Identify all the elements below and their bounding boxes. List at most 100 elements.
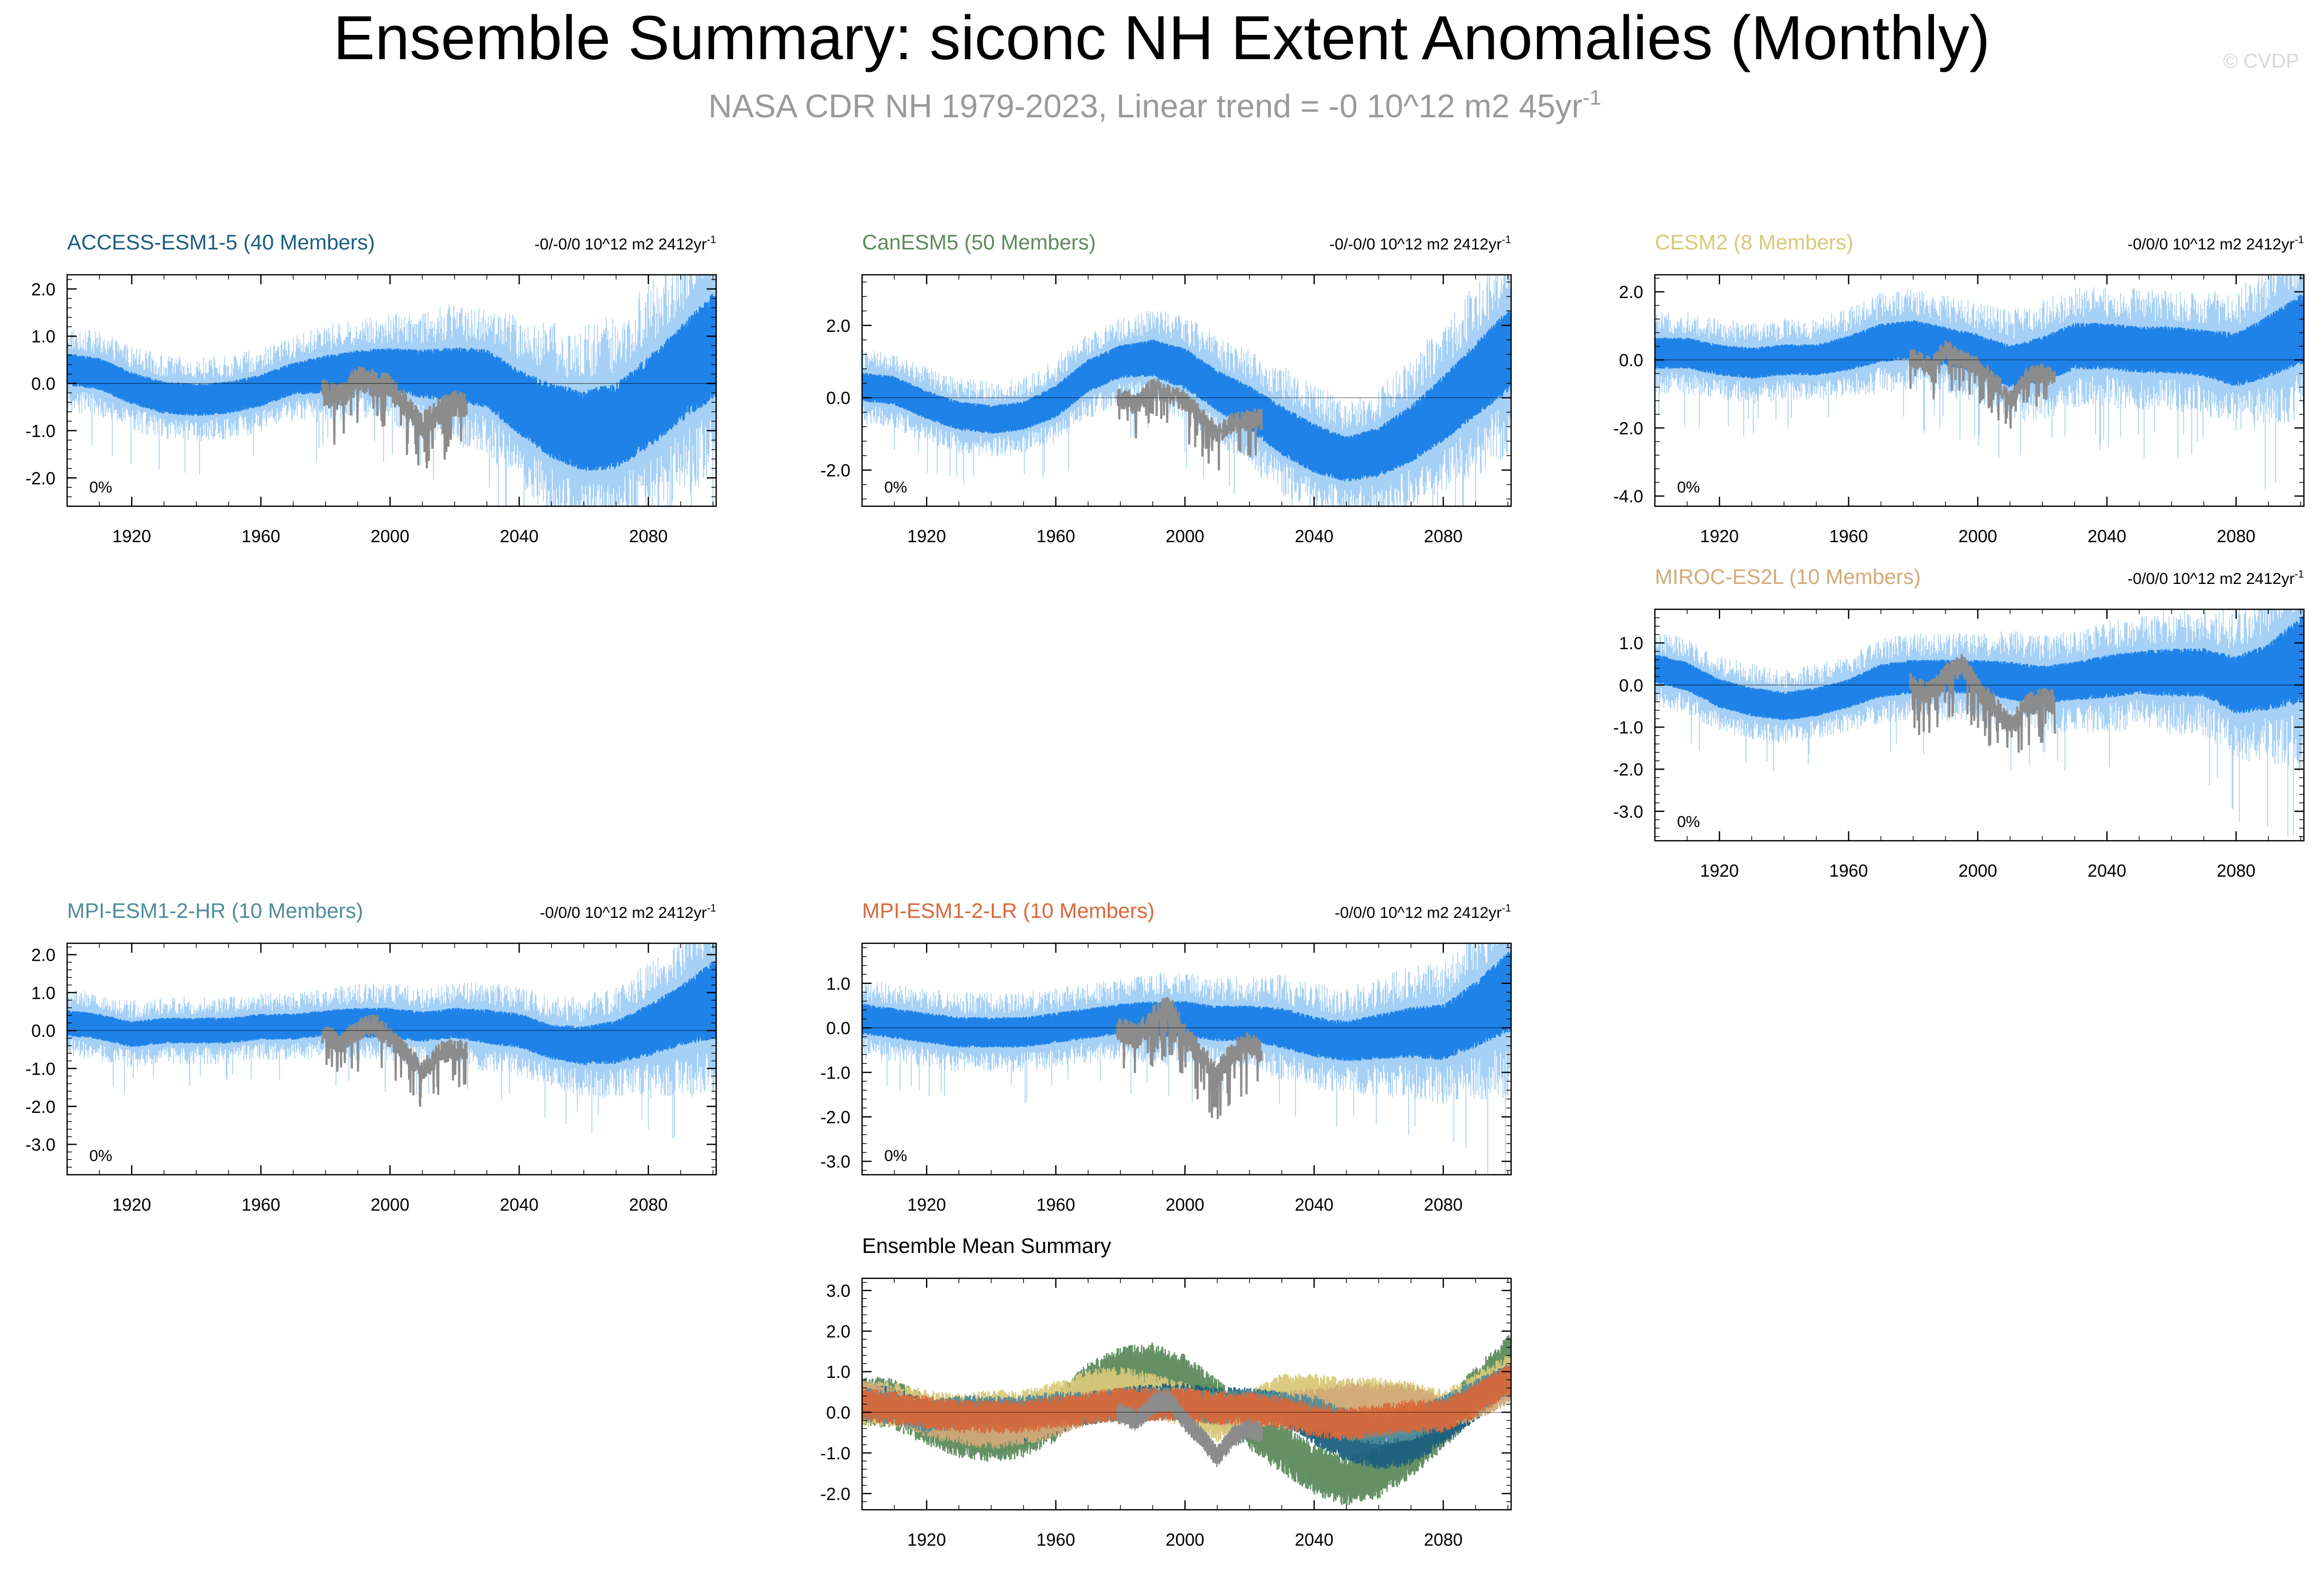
xtick-label-access: 1920 [112, 526, 151, 546]
ytick-label-miroc: -1.0 [1613, 718, 1643, 737]
xtick-label-mpi_hr: 1960 [242, 1195, 280, 1214]
ytick-label-access: -1.0 [25, 421, 55, 441]
ytick-label-mpi_hr: 2.0 [31, 945, 55, 965]
observations-mpi_hr [321, 1015, 468, 1107]
pct-label-miroc: 0% [1677, 813, 1700, 831]
ytick-label-miroc: 0.0 [1619, 675, 1643, 695]
ytick-label-summary: 1.0 [826, 1362, 850, 1382]
ytick-label-cesm: -4.0 [1613, 487, 1643, 506]
summary-series-observations [1116, 1390, 1263, 1467]
ytick-label-mpi_hr: -2.0 [25, 1097, 55, 1117]
panel-mpi_lr: MPI-ESM1-2-LR (10 Members) -0/0/0 10^12 m… [820, 899, 1512, 1214]
xtick-label-summary: 2000 [1165, 1530, 1204, 1549]
panel-access: ACCESS-ESM1-5 (40 Members) -0/-0/0 10^12 … [25, 231, 717, 546]
panel-title-summary: Ensemble Mean Summary [862, 1234, 1111, 1258]
panel-canesm: CanESM5 (50 Members) -0/-0/0 10^12 m2 241… [820, 231, 1512, 546]
ytick-label-mpi_hr: -1.0 [25, 1059, 55, 1079]
xtick-label-summary: 2040 [1295, 1530, 1334, 1549]
xtick-label-canesm: 1920 [907, 526, 946, 546]
xtick-label-canesm: 1960 [1036, 526, 1075, 546]
ytick-label-access: 2.0 [31, 280, 55, 299]
trend-label-canesm: -0/-0/0 10^12 m2 2412yr-1 [1329, 234, 1511, 253]
xtick-label-cesm: 2040 [2088, 526, 2126, 546]
xtick-label-miroc: 1920 [1700, 861, 1738, 880]
plot-area-cesm [1655, 275, 2304, 489]
panel-title-miroc: MIROC-ES2L (10 Members) [1655, 565, 1921, 589]
panel-title-cesm: CESM2 (8 Members) [1655, 231, 1854, 254]
pct-label-cesm: 0% [1677, 479, 1700, 496]
xtick-label-canesm: 2000 [1165, 526, 1204, 546]
panel-title-mpi_hr: MPI-ESM1-2-HR (10 Members) [67, 899, 363, 923]
ytick-label-mpi_hr: 1.0 [31, 983, 55, 1002]
ytick-label-cesm: 2.0 [1619, 282, 1643, 302]
xtick-label-mpi_lr: 2080 [1424, 1195, 1462, 1214]
figure-subtitle-main: NASA CDR NH 1979-2023, Linear trend = -0… [708, 88, 1582, 125]
xtick-label-mpi_hr: 2080 [629, 1195, 668, 1214]
plot-area-canesm [862, 275, 1511, 506]
trend-sup-mpi_lr: -1 [1502, 903, 1511, 914]
panel-summary: Ensemble Mean Summary 3.0 2.0 1.0 0.0 -1.0 -2.… [820, 1234, 1512, 1549]
trend-sup-access: -1 [707, 234, 716, 246]
axes-frame-mpi_lr [861, 942, 1512, 1176]
trend-label-mpi_hr: -0/0/0 10^12 m2 2412yr-1 [540, 903, 716, 922]
ytick-label-canesm: 2.0 [826, 316, 850, 336]
xtick-label-cesm: 2000 [1958, 526, 1997, 546]
panel-title-canesm: CanESM5 (50 Members) [862, 231, 1096, 254]
panel-title-access: ACCESS-ESM1-5 (40 Members) [67, 231, 375, 254]
xtick-label-miroc: 2040 [2088, 861, 2126, 880]
trend-label-miroc: -0/0/0 10^12 m2 2412yr-1 [2127, 569, 2304, 588]
ytick-label-cesm: -2.0 [1613, 419, 1643, 438]
xtick-label-miroc: 2000 [1958, 861, 1997, 880]
axes-frame-canesm [861, 274, 1512, 507]
panel-mpi_hr: MPI-ESM1-2-HR (10 Members) -0/0/0 10^12 m… [25, 899, 717, 1214]
ytick-label-summary: 3.0 [826, 1281, 850, 1300]
xtick-label-mpi_hr: 2000 [371, 1195, 409, 1214]
ytick-label-miroc: -3.0 [1613, 802, 1643, 821]
xtick-label-mpi_hr: 1920 [112, 1195, 151, 1214]
figure-subtitle: NASA CDR NH 1979-2023, Linear trend = -0… [708, 86, 1601, 125]
plot-area-summary [862, 1335, 1511, 1506]
trend-label-mpi_lr: -0/0/0 10^12 m2 2412yr-1 [1335, 903, 1511, 922]
pct-label-mpi_hr: 0% [89, 1147, 112, 1165]
trend-text-cesm: -0/0/0 10^12 m2 2412yr [2127, 236, 2294, 253]
plot-area-mpi_lr [862, 943, 1511, 1175]
panel-cesm: CESM2 (8 Members) -0/0/0 10^12 m2 2412yr -… [1613, 231, 2305, 546]
ytick-label-canesm: -2.0 [820, 461, 850, 480]
axes-frame-summary [861, 1277, 1512, 1511]
axes-frame-miroc [1654, 608, 2305, 842]
trend-sup-mpi_hr: -1 [707, 903, 716, 914]
panels-container: ACCESS-ESM1-5 (40 Members) -0/-0/0 10^12 … [25, 231, 2305, 1549]
xtick-label-summary: 1960 [1036, 1530, 1075, 1549]
ensemble-spread-cesm [1655, 294, 2304, 387]
plot-area-miroc [1655, 609, 2304, 837]
axes-frame-mpi_hr [66, 942, 717, 1176]
ytick-label-mpi_lr: -2.0 [820, 1108, 850, 1127]
ensemble-spread-canesm [862, 310, 1511, 481]
trend-text-miroc: -0/0/0 10^12 m2 2412yr [2127, 570, 2294, 588]
xtick-label-cesm: 2080 [2217, 526, 2255, 546]
cvdp-watermark: © CVDP [2223, 50, 2299, 72]
xtick-label-miroc: 1960 [1829, 861, 1868, 880]
pct-label-canesm: 0% [884, 479, 907, 496]
ytick-label-mpi_hr: 0.0 [31, 1021, 55, 1041]
ytick-label-cesm: 0.0 [1619, 350, 1643, 370]
figure-subtitle-sup: -1 [1582, 86, 1601, 109]
ytick-label-miroc: 1.0 [1619, 634, 1643, 653]
xtick-label-mpi_lr: 1920 [907, 1195, 946, 1214]
trend-text-mpi_lr: -0/0/0 10^12 m2 2412yr [1335, 904, 1502, 922]
xtick-label-summary: 1920 [907, 1530, 946, 1549]
pct-label-mpi_lr: 0% [884, 1147, 907, 1165]
panel-title-mpi_lr: MPI-ESM1-2-LR (10 Members) [862, 899, 1154, 923]
observations-cesm [1909, 340, 2056, 429]
ytick-label-mpi_lr: -3.0 [820, 1152, 850, 1172]
trend-sup-canesm: -1 [1502, 234, 1511, 246]
pct-label-access: 0% [89, 479, 112, 496]
xtick-label-mpi_lr: 2000 [1165, 1195, 1204, 1214]
xtick-label-cesm: 1920 [1700, 526, 1738, 546]
observations-mpi_lr [1116, 997, 1263, 1119]
ytick-label-mpi_lr: 0.0 [826, 1018, 850, 1038]
ytick-label-access: 1.0 [31, 327, 55, 346]
ytick-label-summary: 0.0 [826, 1403, 850, 1423]
observations-canesm [1116, 378, 1263, 471]
